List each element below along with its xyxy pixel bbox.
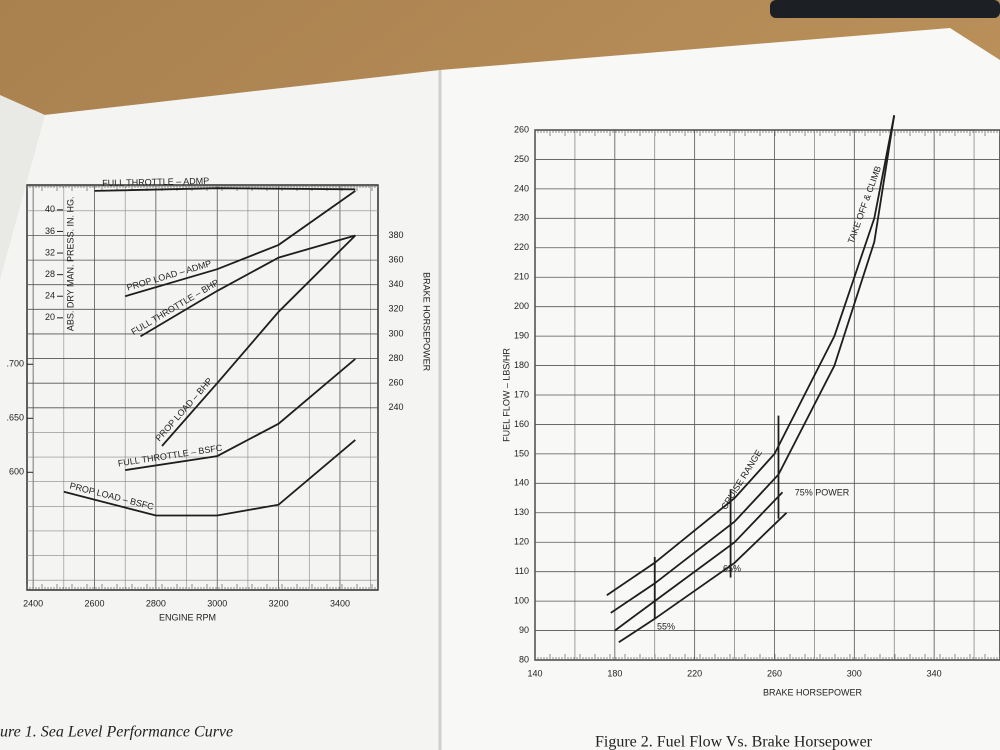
x-tick-label: 2800 <box>146 598 166 608</box>
curve <box>94 187 356 192</box>
y-tick-label: 100 <box>514 595 529 605</box>
bhp-tick-label: 380 <box>388 230 403 240</box>
x-tick-label: 260 <box>767 668 782 678</box>
curve <box>63 439 356 517</box>
x-tick-label: 300 <box>847 668 862 678</box>
curve <box>618 512 788 644</box>
map-tick-label: 28 <box>45 269 55 279</box>
y-tick-label: 110 <box>515 566 529 576</box>
bhp-tick-label: 240 <box>388 402 403 412</box>
curve <box>140 234 356 338</box>
x-tick-label: 3000 <box>207 598 227 608</box>
bhp-tick-label: 320 <box>388 304 403 314</box>
x-tick-label: 220 <box>687 668 702 678</box>
y-tick-label: 260 <box>514 124 529 134</box>
x-tick-label: 3400 <box>330 598 350 608</box>
y-tick-label: 130 <box>514 507 529 517</box>
x-tick-label: 3200 <box>269 598 289 608</box>
map-tick-label: 32 <box>45 247 55 257</box>
bhp-tick-label: 260 <box>388 378 403 388</box>
x-tick-label: 2400 <box>23 598 43 608</box>
x-axis-title: BRAKE HORSEPOWER <box>763 687 863 697</box>
curve <box>161 234 356 447</box>
x-axis-title: ENGINE RPM <box>159 612 216 622</box>
map-tick-label: 20 <box>45 312 55 322</box>
x-tick-label: 180 <box>607 668 622 678</box>
y-axis-title: ABS. DRY MAN. PRESS. IN. HG. <box>65 196 75 331</box>
y-tick-label: 250 <box>514 154 529 164</box>
y-tick-label: 190 <box>514 330 529 340</box>
bhp-tick-label: 340 <box>388 279 403 289</box>
map-tick-label: 36 <box>45 226 55 236</box>
y2-axis-title: BRAKE HORSEPOWER <box>422 272 432 372</box>
bsfc-tick-label: .700 <box>6 359 24 369</box>
plot-frame <box>26 184 379 591</box>
y-tick-label: 80 <box>519 654 529 664</box>
curve <box>614 491 784 632</box>
x-tick-label: 2600 <box>84 598 104 608</box>
curve-label: FULL THROTTLE – ADMP <box>102 176 209 188</box>
annotation: 75% POWER <box>795 487 850 497</box>
y-axis-title: FUEL FLOW – LBS/HR <box>501 348 511 442</box>
bhp-tick-label: 300 <box>388 328 403 338</box>
y-tick-label: 180 <box>514 360 529 370</box>
curve <box>124 190 356 298</box>
annotation: 55% <box>657 621 675 631</box>
map-tick-label: 40 <box>45 204 55 214</box>
y-tick-label: 210 <box>514 272 529 282</box>
map-tick-label: 24 <box>45 291 55 301</box>
y-tick-label: 240 <box>514 183 529 193</box>
bhp-tick-label: 360 <box>388 254 403 264</box>
left-page <box>0 70 440 750</box>
bsfc-tick-label: 600 <box>9 467 24 477</box>
under-page <box>0 95 45 280</box>
y-tick-label: 140 <box>514 478 529 488</box>
y-tick-label: 150 <box>514 448 529 458</box>
annotation: 65% <box>723 563 741 573</box>
y-tick-label: 120 <box>514 537 529 547</box>
bsfc-tick-label: .650 <box>6 413 24 423</box>
y-tick-label: 220 <box>514 242 529 252</box>
bhp-tick-label: 280 <box>388 353 403 363</box>
x-tick-label: 340 <box>927 668 942 678</box>
x-tick-label: 140 <box>527 668 542 678</box>
y-tick-label: 90 <box>519 625 529 635</box>
y-tick-label: 200 <box>514 301 529 311</box>
figure-caption: ure 1. Sea Level Performance Curve <box>0 724 233 741</box>
y-tick-label: 170 <box>514 389 529 399</box>
phone-edge <box>770 0 1000 18</box>
y-tick-label: 160 <box>514 419 529 429</box>
right-page <box>440 28 1000 750</box>
y-tick-label: 230 <box>514 213 529 223</box>
curve <box>125 358 356 471</box>
figure-caption: Figure 2. Fuel Flow Vs. Brake Horsepower <box>595 734 873 750</box>
